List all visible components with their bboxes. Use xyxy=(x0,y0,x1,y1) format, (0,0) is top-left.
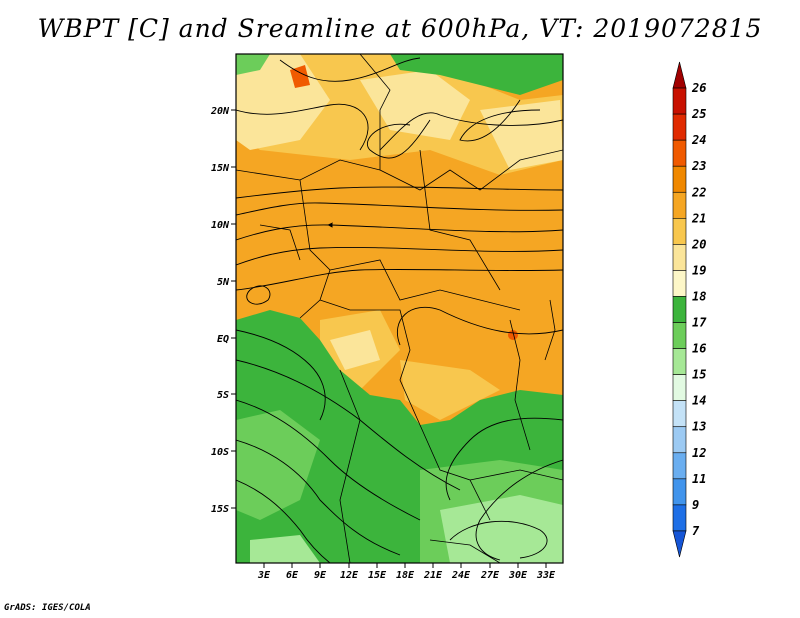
colorbar-label: 7 xyxy=(692,524,700,538)
colorbar-segment xyxy=(672,113,687,141)
colorbar-segment xyxy=(672,374,687,401)
colorbar-segment xyxy=(672,452,687,480)
colorbar-label: 25 xyxy=(691,107,706,121)
borders xyxy=(236,54,563,563)
colorbar-label: 24 xyxy=(691,133,706,147)
colorbar-segment xyxy=(672,348,687,375)
colorbar: 26 25 24 23 22 21 20 19 18 17 16 15 14 13 12 11 9 7 xyxy=(672,61,707,558)
lat-tick-label: 10N xyxy=(211,220,230,231)
colorbar-label: 12 xyxy=(692,446,706,460)
lat-tick-label: 10S xyxy=(211,447,229,458)
colorbar-label: 15 xyxy=(692,368,706,382)
colorbar-segment xyxy=(672,322,687,349)
colorbar-segment xyxy=(672,296,687,323)
lon-tick-label: 27E xyxy=(480,570,500,581)
lon-tick-label: 3E xyxy=(257,570,271,581)
colorbar-segment xyxy=(672,139,687,167)
colorbar-label: 23 xyxy=(691,159,706,173)
lat-tick-label: 20N xyxy=(210,106,230,117)
longitude-axis: 3E 6E 9E 12E 15E 18E 21E 24E 27E 30E 33E xyxy=(257,563,556,581)
lat-tick-label: 15S xyxy=(211,504,229,515)
colorbar-label: 26 xyxy=(691,81,706,95)
colorbar-label: 14 xyxy=(692,394,706,408)
colorbar-segment xyxy=(672,191,687,219)
colorbar-label: 19 xyxy=(692,263,706,277)
colorbar-label: 21 xyxy=(691,211,706,225)
lat-tick-label: EQ xyxy=(217,334,229,345)
colorbar-segment xyxy=(672,504,687,532)
lat-tick-label: 5S xyxy=(217,390,229,401)
lon-tick-label: 21E xyxy=(423,570,443,581)
colorbar-label: 11 xyxy=(692,472,706,486)
colorbar-segment xyxy=(672,165,687,193)
latitude-axis: 20N 15N 10N 5N EQ 5S 10S 15S xyxy=(210,106,236,515)
colorbar-label: 22 xyxy=(691,185,706,199)
map-title: WBPT [C] and Sreamline at 600hPa, VT: 20… xyxy=(37,14,763,43)
colorbar-segment xyxy=(672,478,687,506)
colorbar-segment xyxy=(672,218,687,245)
lon-tick-label: 30E xyxy=(508,570,528,581)
colorbar-label: 9 xyxy=(692,498,699,512)
colorbar-label: 20 xyxy=(691,237,706,251)
colorbar-label: 17 xyxy=(692,316,707,330)
grads-credit: GrADS: IGES/COLA xyxy=(4,603,91,613)
lon-tick-label: 24E xyxy=(451,570,471,581)
colorbar-label: 18 xyxy=(692,289,706,303)
lon-tick-label: 6E xyxy=(286,570,299,581)
lon-tick-label: 33E xyxy=(536,570,556,581)
colorbar-segment xyxy=(672,87,687,115)
colorbar-segment xyxy=(672,426,687,454)
lon-tick-label: 18E xyxy=(396,570,415,581)
colorbar-segment xyxy=(672,270,687,297)
colorbar-segment xyxy=(672,244,687,271)
colorbar-segment xyxy=(672,400,687,428)
lat-tick-label: 5N xyxy=(217,277,230,288)
colorbar-segment xyxy=(672,61,687,89)
lat-tick-label: 15N xyxy=(211,163,230,174)
colorbar-label: 16 xyxy=(692,342,706,356)
lon-tick-label: 9E xyxy=(314,570,327,581)
streamlines xyxy=(236,57,563,563)
colorbar-label: 13 xyxy=(692,420,706,434)
colorbar-segment xyxy=(672,530,687,558)
plot-frame xyxy=(235,53,564,564)
lon-tick-label: 12E xyxy=(340,570,359,581)
lon-tick-label: 15E xyxy=(368,570,387,581)
